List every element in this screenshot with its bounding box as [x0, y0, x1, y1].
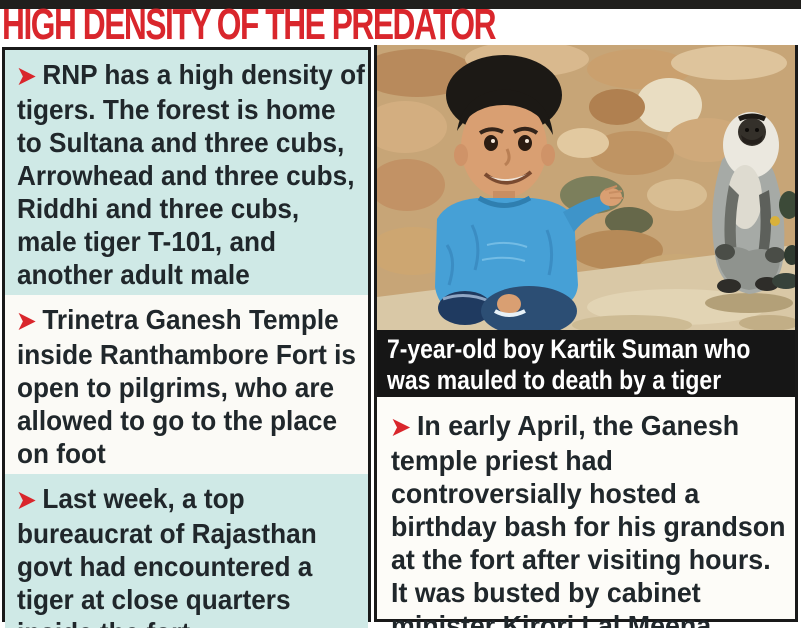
left-fact-box: ➤ RNP has a high density of tigers. The f… [2, 47, 371, 628]
fact-item: ➤ In early April, the Ganesh temple pries… [377, 397, 795, 628]
fact-item: ➤ Trinetra Ganesh Temple inside Ranthambo… [5, 295, 368, 474]
fact-item: ➤ Last week, a top bureaucrat of Rajastha… [5, 474, 368, 628]
fact-item: ➤ RNP has a high density of tigers. The f… [5, 50, 368, 295]
fact-text: RNP has a high density of tigers. The fo… [17, 59, 365, 290]
bullet-arrow-icon: ➤ [391, 414, 411, 441]
page-title: HIGH DENSITY OF THE PREDATOR [2, 0, 496, 49]
photo-caption-bar: 7-year-old boy Kartik Suman who was maul… [377, 330, 795, 397]
bullet-arrow-icon: ➤ [17, 63, 36, 90]
photo-caption: 7-year-old boy Kartik Suman who was maul… [387, 334, 751, 395]
bullet-arrow-icon: ➤ [17, 308, 36, 335]
bullet-arrow-icon: ➤ [17, 487, 36, 514]
photo-boy-and-monkey [377, 45, 795, 330]
fact-text: Last week, a top bureaucrat of Rajasthan… [17, 483, 317, 628]
monkey-figure [705, 112, 795, 313]
boy-figure [435, 55, 623, 330]
top-rule-bar [0, 0, 801, 9]
fact-text: In early April, the Ganesh temple priest… [391, 410, 786, 628]
fact-text: Trinetra Ganesh Temple inside Ranthambor… [17, 304, 356, 469]
right-photo-box: 7-year-old boy Kartik Suman who was maul… [374, 45, 798, 628]
